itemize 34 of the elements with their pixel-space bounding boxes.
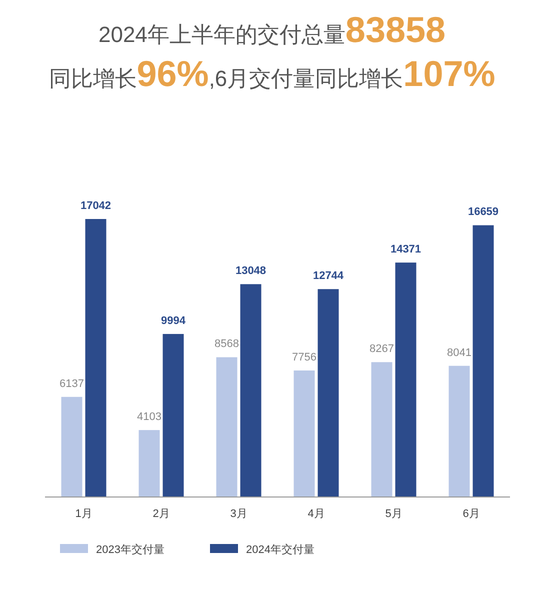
x-tick-label: 5月: [385, 508, 402, 520]
data-label: 8267: [370, 343, 394, 356]
bar: [294, 370, 315, 497]
bar: [85, 219, 106, 497]
bar: [240, 284, 262, 497]
data-label: 14371: [390, 244, 422, 256]
bar: [448, 366, 470, 497]
x-tick-label: 4月: [308, 508, 325, 520]
data-label: 8041: [447, 346, 472, 359]
bar: [395, 262, 416, 497]
x-tick-label: 2月: [152, 508, 170, 520]
bar: [138, 430, 160, 497]
data-label: 9994: [161, 314, 186, 327]
bar: [318, 289, 339, 497]
bar: [162, 334, 184, 497]
chart-subtitle: 同比增长96%,6月交付量同比增长107%: [48, 53, 496, 94]
x-tick-label: 3月: [230, 508, 248, 520]
data-label: 8568: [214, 338, 239, 350]
legend-label: 2024年交付量: [246, 543, 314, 556]
data-label: 7756: [292, 351, 316, 364]
bar: [472, 225, 494, 497]
x-tick-label: 6月: [462, 508, 480, 520]
bar: [371, 362, 392, 497]
bar: [216, 357, 238, 497]
bar: [61, 396, 82, 497]
data-label: 13048: [235, 265, 266, 278]
chart-title: 2024年上半年的交付总量83858: [98, 9, 446, 50]
legend-label: 2023年交付量: [96, 543, 164, 556]
data-label: 17042: [80, 200, 112, 212]
data-label: 12744: [312, 270, 344, 282]
x-tick-label: 1月: [75, 508, 92, 520]
data-label: 6137: [60, 378, 84, 390]
data-label: 16659: [468, 206, 499, 218]
data-label: 4103: [137, 411, 162, 424]
